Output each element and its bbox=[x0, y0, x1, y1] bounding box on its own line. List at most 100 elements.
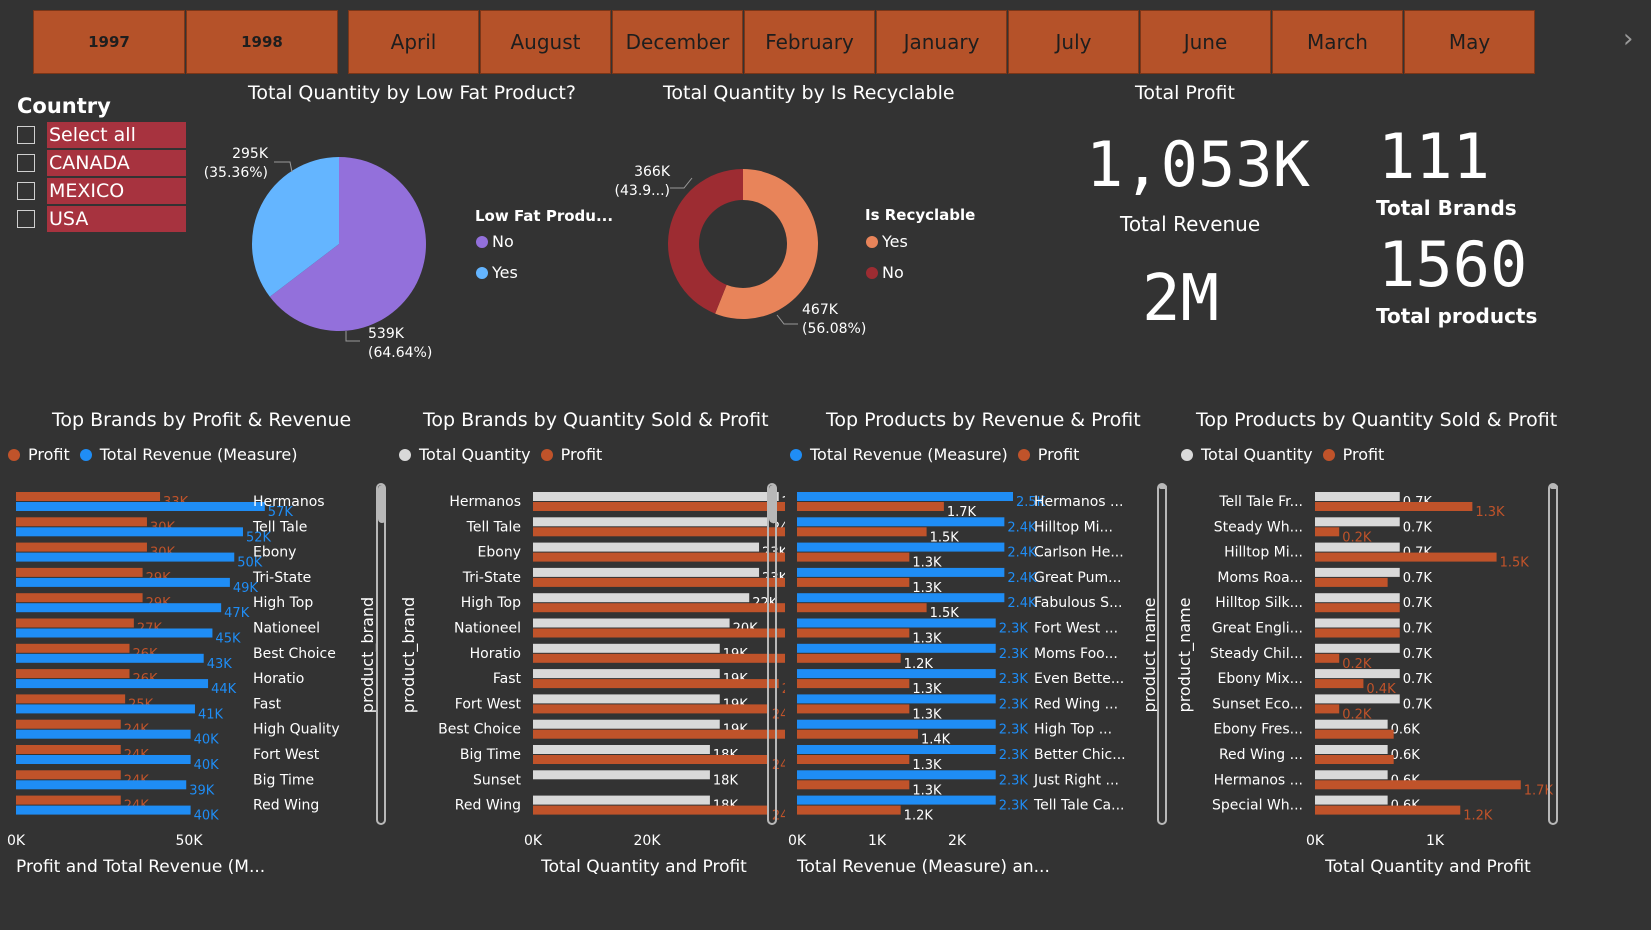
bar-profit[interactable] bbox=[533, 704, 769, 714]
bar-profit[interactable] bbox=[797, 679, 910, 689]
country-option-usa[interactable]: USA bbox=[17, 206, 186, 232]
pie-slice-no[interactable] bbox=[668, 169, 743, 314]
bar-profit[interactable] bbox=[533, 577, 785, 587]
bar-profit[interactable] bbox=[16, 542, 147, 552]
checkbox[interactable] bbox=[17, 210, 35, 228]
country-option-select-all[interactable]: Select all bbox=[17, 122, 186, 148]
bar-profit[interactable] bbox=[1315, 805, 1461, 815]
bar-profit[interactable] bbox=[797, 653, 901, 663]
legend-item-yes[interactable]: Yes bbox=[476, 263, 518, 282]
bar-profit[interactable] bbox=[1315, 628, 1400, 638]
slicer-button-1998[interactable]: 1998 bbox=[186, 10, 338, 74]
bar-total-revenue-measure-[interactable] bbox=[16, 679, 209, 689]
bar-profit[interactable] bbox=[533, 527, 785, 537]
bar-total-revenue-measure-[interactable] bbox=[797, 669, 996, 679]
bar-total-revenue-measure-[interactable] bbox=[16, 729, 191, 739]
bar-total-quantity[interactable] bbox=[533, 542, 760, 552]
scrollbar[interactable] bbox=[376, 483, 386, 825]
bar-total-quantity[interactable] bbox=[1315, 517, 1400, 527]
bar-profit[interactable] bbox=[533, 552, 785, 562]
bar-total-quantity[interactable] bbox=[533, 618, 730, 628]
pie-slice-no[interactable] bbox=[269, 157, 426, 332]
country-option-canada[interactable]: CANADA bbox=[17, 150, 186, 176]
bar-profit[interactable] bbox=[533, 679, 779, 689]
bar-profit[interactable] bbox=[1315, 502, 1473, 511]
bar-profit[interactable] bbox=[1315, 577, 1388, 587]
checkbox[interactable] bbox=[17, 126, 35, 144]
bar-total-quantity[interactable] bbox=[533, 669, 720, 679]
scrollbar-thumb[interactable] bbox=[1550, 485, 1558, 489]
slicer-button-august[interactable]: August bbox=[480, 10, 611, 74]
bar-profit[interactable] bbox=[16, 669, 130, 679]
scrollbar[interactable] bbox=[1157, 483, 1167, 825]
bar-profit[interactable] bbox=[1315, 552, 1497, 562]
bar-profit[interactable] bbox=[797, 755, 910, 764]
bar-profit[interactable] bbox=[797, 729, 918, 739]
bar-profit[interactable] bbox=[797, 780, 910, 790]
scrollbar[interactable] bbox=[1548, 483, 1558, 825]
bar-total-quantity[interactable] bbox=[533, 492, 779, 501]
bar-total-revenue-measure-[interactable] bbox=[16, 502, 265, 511]
bar-total-revenue-measure-[interactable] bbox=[16, 653, 204, 663]
bar-profit[interactable] bbox=[797, 628, 910, 638]
bar-total-quantity[interactable] bbox=[533, 719, 720, 729]
bar-total-quantity[interactable] bbox=[533, 517, 769, 527]
bar-total-quantity[interactable] bbox=[533, 694, 720, 704]
bar-total-revenue-measure-[interactable] bbox=[16, 780, 187, 790]
bar-total-quantity[interactable] bbox=[1315, 745, 1388, 754]
slicer-button-may[interactable]: May bbox=[1404, 10, 1535, 74]
bar-profit[interactable] bbox=[1315, 729, 1394, 739]
pie-slice-yes[interactable] bbox=[715, 169, 818, 319]
bar-total-quantity[interactable] bbox=[533, 770, 710, 780]
bar-profit[interactable] bbox=[1315, 527, 1340, 537]
bar-total-revenue-measure-[interactable] bbox=[16, 704, 195, 714]
slicer-button-december[interactable]: December bbox=[612, 10, 743, 74]
bar-profit[interactable] bbox=[1315, 755, 1394, 764]
bar-total-revenue-measure-[interactable] bbox=[797, 593, 1005, 603]
bar-profit[interactable] bbox=[16, 618, 134, 628]
bar-total-quantity[interactable] bbox=[533, 795, 710, 805]
bar-profit[interactable] bbox=[797, 704, 910, 714]
bar-total-quantity[interactable] bbox=[1315, 770, 1388, 780]
bar-profit[interactable] bbox=[797, 805, 901, 815]
bar-total-revenue-measure-[interactable] bbox=[16, 628, 213, 638]
bar-profit[interactable] bbox=[16, 719, 121, 729]
bar-total-quantity[interactable] bbox=[1315, 795, 1388, 805]
bar-total-quantity[interactable] bbox=[1315, 643, 1400, 653]
bar-total-quantity[interactable] bbox=[533, 745, 710, 754]
slicer-button-february[interactable]: February bbox=[744, 10, 875, 74]
bar-total-revenue-measure-[interactable] bbox=[797, 643, 996, 653]
bar-total-quantity[interactable] bbox=[1315, 492, 1400, 501]
bar-profit[interactable] bbox=[797, 552, 910, 562]
legend-item-yes[interactable]: Yes bbox=[866, 232, 908, 251]
bar-total-quantity[interactable] bbox=[533, 593, 750, 603]
bar-profit[interactable] bbox=[797, 603, 927, 613]
bar-total-revenue-measure-[interactable] bbox=[797, 492, 1013, 501]
pie-slice-yes[interactable] bbox=[252, 157, 339, 297]
slicer-button-1997[interactable]: 1997 bbox=[33, 10, 185, 74]
bar-total-revenue-measure-[interactable] bbox=[797, 795, 996, 805]
bar-profit[interactable] bbox=[533, 729, 785, 739]
bar-profit[interactable] bbox=[16, 517, 147, 527]
bar-total-revenue-measure-[interactable] bbox=[16, 527, 243, 537]
bar-total-revenue-measure-[interactable] bbox=[16, 577, 230, 587]
bar-total-revenue-measure-[interactable] bbox=[797, 517, 1005, 527]
bar-total-quantity[interactable] bbox=[1315, 719, 1388, 729]
bar-profit[interactable] bbox=[533, 603, 785, 613]
legend-item-no[interactable]: No bbox=[476, 232, 514, 251]
slicer-button-april[interactable]: April bbox=[348, 10, 479, 74]
bar-total-revenue-measure-[interactable] bbox=[797, 567, 1005, 577]
bar-profit[interactable] bbox=[1315, 780, 1521, 790]
slicer-button-july[interactable]: July bbox=[1008, 10, 1139, 74]
bar-total-quantity[interactable] bbox=[1315, 567, 1400, 577]
bar-profit[interactable] bbox=[16, 643, 130, 653]
bar-profit[interactable] bbox=[16, 593, 143, 603]
checkbox[interactable] bbox=[17, 154, 35, 172]
bar-profit[interactable] bbox=[797, 527, 927, 537]
bar-total-quantity[interactable] bbox=[533, 567, 760, 577]
bar-profit[interactable] bbox=[16, 745, 121, 754]
bar-profit[interactable] bbox=[1315, 653, 1340, 663]
bar-total-revenue-measure-[interactable] bbox=[797, 719, 996, 729]
chevron-right-icon[interactable]: › bbox=[1623, 24, 1634, 54]
bar-profit[interactable] bbox=[533, 805, 769, 815]
